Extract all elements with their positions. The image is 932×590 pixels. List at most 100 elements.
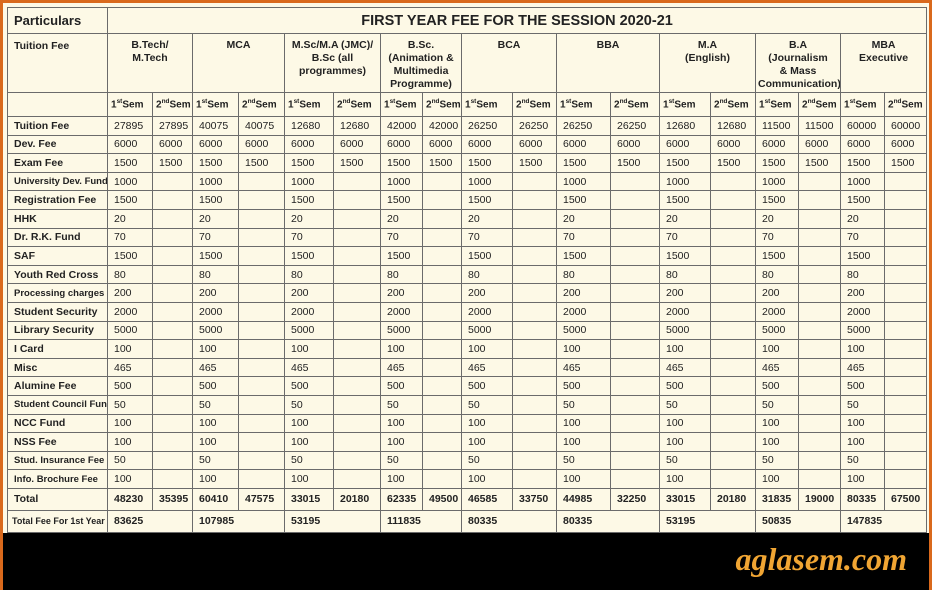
fee-cell: 50 — [840, 450, 885, 471]
sem-suffix: nd — [431, 98, 440, 106]
fee-cell: 1500 — [755, 153, 799, 173]
fee-cell — [798, 376, 841, 396]
fee-cell: 6000 — [380, 134, 423, 155]
sem-suffix: st — [389, 98, 396, 106]
semester-header: 1stSem — [284, 92, 334, 117]
fee-cell: 1500 — [556, 153, 611, 173]
total-fee-cell: 53195 — [284, 509, 381, 533]
sem-text: Sem — [255, 99, 277, 111]
fee-cell: 6000 — [333, 134, 381, 155]
fee-cell — [512, 413, 557, 434]
fee-cell: 100 — [755, 339, 799, 359]
fee-cell: 6000 — [107, 134, 153, 155]
fee-cell — [710, 171, 756, 192]
total-fee-cell: 83625 — [107, 509, 193, 533]
fee-row: Info. Brochure Fee 100 100 100 100 100 100 100 1… — [7, 469, 928, 489]
fee-cell: 100 — [659, 432, 711, 452]
total-cell: 44985 — [556, 487, 611, 511]
sem-suffix: nd — [521, 98, 530, 106]
fee-cell — [710, 394, 756, 415]
fee-cell: 1500 — [659, 246, 711, 266]
row-label: Info. Brochure Fee — [7, 469, 108, 489]
sem-suffix: st — [565, 98, 572, 106]
fee-cell: 1500 — [107, 190, 153, 210]
fee-cell — [883, 208, 928, 229]
fee-cell — [422, 450, 462, 471]
sem-number: 2 — [337, 99, 343, 111]
sem-suffix: nd — [342, 98, 351, 106]
fee-cell: 500 — [840, 376, 885, 396]
fee-cell — [610, 264, 660, 285]
fee-cell — [512, 394, 557, 415]
fee-cell: 100 — [755, 413, 799, 434]
fee-cell — [422, 208, 462, 229]
fee-cell: 26250 — [461, 116, 513, 136]
fee-cell: 100 — [659, 339, 711, 359]
sem-text: Sem — [207, 99, 229, 111]
fee-cell: 50 — [107, 394, 153, 415]
fee-cell: 50 — [755, 394, 799, 415]
fee-cell: 6000 — [755, 134, 799, 155]
fee-cell: 6000 — [610, 134, 660, 155]
fee-cell — [422, 432, 462, 452]
fee-cell: 70 — [107, 227, 153, 248]
fee-cell — [710, 283, 756, 303]
row-label: Student Council Fund — [7, 394, 108, 415]
total-cell: 32250 — [610, 487, 660, 511]
fee-cell: 70 — [380, 227, 423, 248]
total-cell: 49500 — [422, 487, 462, 511]
sem-text: Sem — [770, 99, 792, 111]
sem-text: Sem — [350, 99, 372, 111]
sem-suffix: st — [849, 98, 856, 106]
semester-header: 2ndSem — [422, 92, 462, 117]
fee-cell — [333, 339, 381, 359]
total-cell: 67500 — [883, 487, 928, 511]
fee-cell — [798, 190, 841, 210]
fee-cell: 60000 — [883, 116, 928, 136]
brand: aglasem.com — [735, 541, 907, 577]
fee-cell: 1500 — [461, 153, 513, 173]
fee-cell: 100 — [380, 469, 423, 489]
fee-row: NCC Fund 100 100 100 100 100 100 100 100 100 — [7, 413, 928, 434]
fee-cell — [512, 190, 557, 210]
fee-cell: 1500 — [840, 246, 885, 266]
fee-cell — [710, 227, 756, 248]
total-cell: 46585 — [461, 487, 513, 511]
fee-cell — [883, 450, 928, 471]
fee-cell — [512, 171, 557, 192]
fee-cell: 50 — [192, 394, 239, 415]
sem-number: 2 — [156, 99, 162, 111]
fee-cell — [238, 339, 285, 359]
footer-bar: aglasem.com — [3, 533, 929, 590]
fee-cell: 200 — [755, 283, 799, 303]
fee-cell: 6000 — [883, 134, 928, 155]
sem-number: 1 — [844, 99, 850, 111]
fee-cell: 100 — [659, 413, 711, 434]
sem-text: Sem — [855, 99, 877, 111]
fee-cell — [512, 357, 557, 378]
fee-cell: 100 — [556, 339, 611, 359]
fee-cell: 80 — [659, 264, 711, 285]
fee-cell — [883, 283, 928, 303]
semester-header: 2ndSem — [152, 92, 193, 117]
fee-row: Alumine Fee 500 500 500 500 500 500 500 500 500 — [7, 376, 928, 396]
fee-cell: 100 — [461, 432, 513, 452]
fee-cell: 100 — [284, 432, 334, 452]
total-fee-cell: 147835 — [839, 509, 928, 533]
fee-cell — [710, 357, 756, 378]
fee-cell: 100 — [284, 413, 334, 434]
total-cell: 60410 — [192, 487, 239, 511]
fee-row: HHK 20 20 20 20 20 20 20 20 20 — [7, 208, 928, 229]
fee-cell — [333, 320, 381, 341]
fee-cell — [152, 339, 193, 359]
fee-cell — [152, 208, 193, 229]
fee-cell — [883, 171, 928, 192]
fee-cell: 42000 — [380, 116, 423, 136]
fee-cell — [152, 432, 193, 452]
fee-cell — [610, 339, 660, 359]
fee-cell — [883, 357, 928, 378]
sem-text: Sem — [674, 99, 696, 111]
fee-cell — [333, 469, 381, 489]
fee-cell: 2000 — [840, 301, 885, 322]
fee-cell: 100 — [556, 469, 611, 489]
